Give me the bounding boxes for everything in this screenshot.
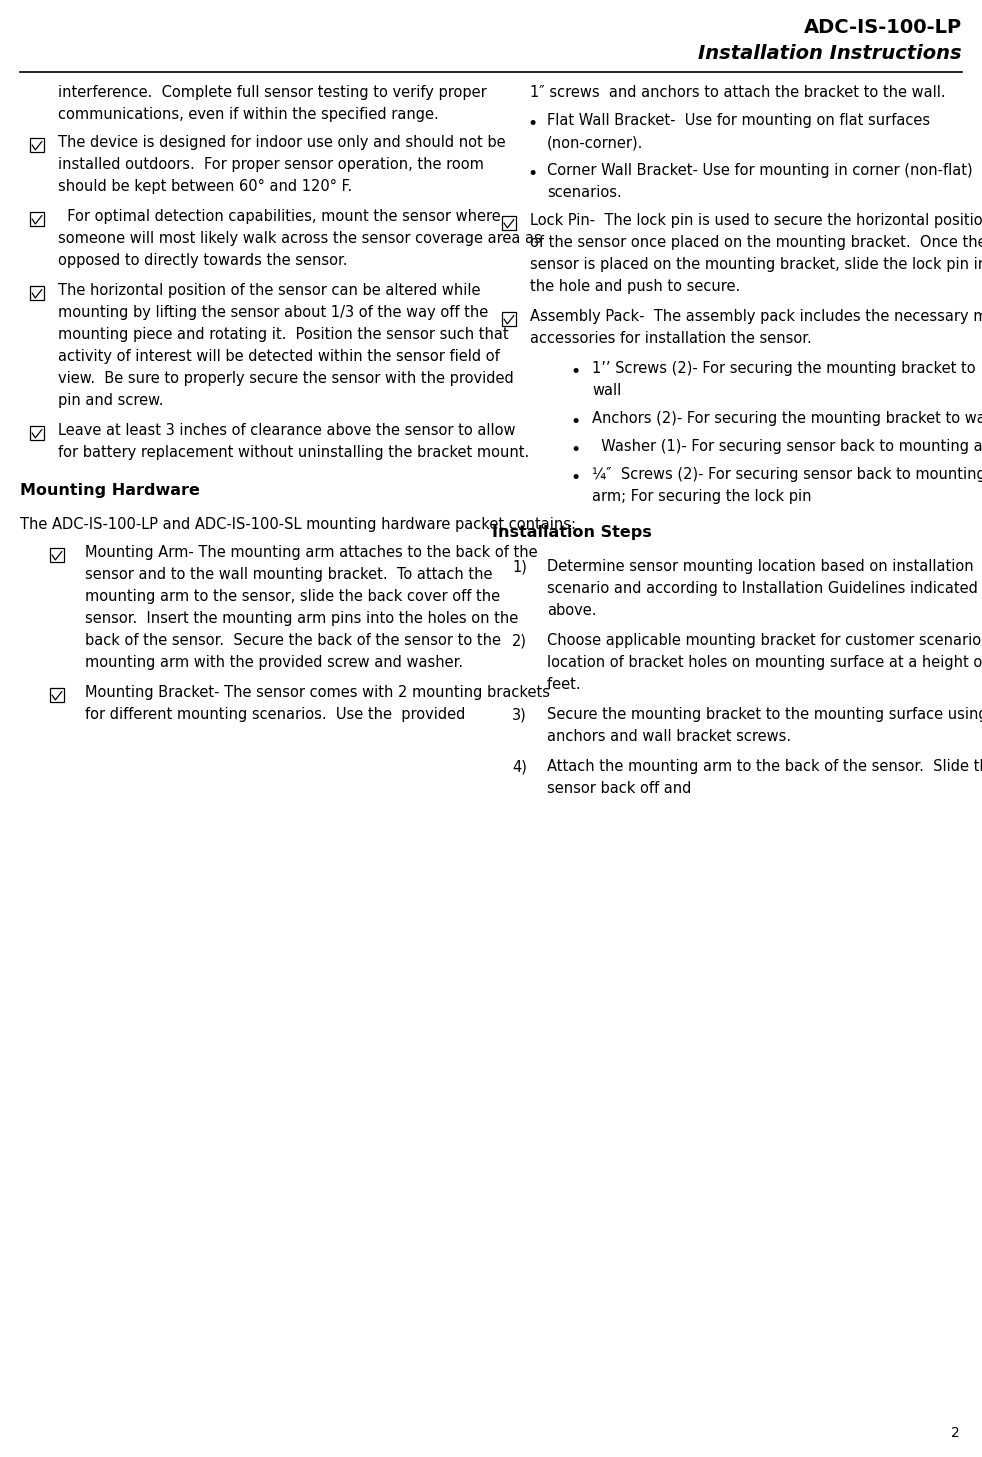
Text: wall: wall <box>592 383 622 398</box>
Text: mounting piece and rotating it.  Position the sensor such that: mounting piece and rotating it. Position… <box>58 326 509 342</box>
Text: 4): 4) <box>512 759 527 774</box>
Text: Mounting Bracket- The sensor comes with 2 mounting brackets: Mounting Bracket- The sensor comes with … <box>85 685 550 699</box>
Text: view.  Be sure to properly secure the sensor with the provided: view. Be sure to properly secure the sen… <box>58 372 514 386</box>
Text: Choose applicable mounting bracket for customer scenario.  Mark: Choose applicable mounting bracket for c… <box>547 632 982 648</box>
Text: someone will most likely walk across the sensor coverage area as: someone will most likely walk across the… <box>58 232 542 246</box>
Text: ¼″  Screws (2)- For securing sensor back to mounting: ¼″ Screws (2)- For securing sensor back … <box>592 468 982 482</box>
Text: sensor is placed on the mounting bracket, slide the lock pin into: sensor is placed on the mounting bracket… <box>530 256 982 272</box>
Text: 1): 1) <box>512 559 527 574</box>
Text: location of bracket holes on mounting surface at a height of 8: location of bracket holes on mounting su… <box>547 656 982 670</box>
Bar <box>30 286 44 300</box>
Text: Mounting Arm- The mounting arm attaches to the back of the: Mounting Arm- The mounting arm attaches … <box>85 545 537 559</box>
Text: Installation Instructions: Installation Instructions <box>698 44 962 63</box>
Text: 1’’ Screws (2)- For securing the mounting bracket to: 1’’ Screws (2)- For securing the mountin… <box>592 361 976 376</box>
Text: •: • <box>570 412 580 431</box>
Text: interference.  Complete full sensor testing to verify proper: interference. Complete full sensor testi… <box>58 85 487 101</box>
Text: the hole and push to secure.: the hole and push to secure. <box>530 278 740 294</box>
Text: pin and screw.: pin and screw. <box>58 393 163 408</box>
Text: •: • <box>527 165 537 184</box>
Text: Mounting Hardware: Mounting Hardware <box>20 484 200 498</box>
Text: anchors and wall bracket screws.: anchors and wall bracket screws. <box>547 728 791 745</box>
Text: Secure the mounting bracket to the mounting surface using the: Secure the mounting bracket to the mount… <box>547 707 982 723</box>
Text: Determine sensor mounting location based on installation: Determine sensor mounting location based… <box>547 559 973 574</box>
Bar <box>50 548 64 562</box>
Text: should be kept between 60° and 120° F.: should be kept between 60° and 120° F. <box>58 179 353 194</box>
Text: The ADC-IS-100-LP and ADC-IS-100-SL mounting hardware packet contains:: The ADC-IS-100-LP and ADC-IS-100-SL moun… <box>20 517 576 532</box>
Text: activity of interest will be detected within the sensor field of: activity of interest will be detected wi… <box>58 350 500 364</box>
Text: 3): 3) <box>512 707 526 723</box>
Text: scenario and according to Installation Guidelines indicated: scenario and according to Installation G… <box>547 581 978 596</box>
Text: •: • <box>570 469 580 487</box>
Text: for battery replacement without uninstalling the bracket mount.: for battery replacement without uninstal… <box>58 444 529 460</box>
Text: arm; For securing the lock pin: arm; For securing the lock pin <box>592 490 811 504</box>
Text: •: • <box>570 363 580 380</box>
Text: mounting arm with the provided screw and washer.: mounting arm with the provided screw and… <box>85 656 477 670</box>
Text: ADC-IS-100-LP: ADC-IS-100-LP <box>804 17 962 36</box>
Text: back of the sensor.  Secure the back of the sensor to the: back of the sensor. Secure the back of t… <box>85 632 501 648</box>
Text: sensor.  Insert the mounting arm pins into the holes on the: sensor. Insert the mounting arm pins int… <box>85 610 518 627</box>
Text: opposed to directly towards the sensor.: opposed to directly towards the sensor. <box>58 254 348 268</box>
Text: 2: 2 <box>952 1426 960 1440</box>
Text: •: • <box>527 115 537 133</box>
Text: feet.: feet. <box>547 678 594 692</box>
Text: •: • <box>570 441 580 459</box>
Text: Flat Wall Bracket-  Use for mounting on flat surfaces: Flat Wall Bracket- Use for mounting on f… <box>547 114 930 128</box>
Text: installed outdoors.  For proper sensor operation, the room: installed outdoors. For proper sensor op… <box>58 157 484 172</box>
Text: Corner Wall Bracket- Use for mounting in corner (non-flat): Corner Wall Bracket- Use for mounting in… <box>547 163 972 178</box>
Text: above.: above. <box>547 603 596 618</box>
Text: sensor back off and: sensor back off and <box>547 781 691 796</box>
Text: For optimal detection capabilities, mount the sensor where: For optimal detection capabilities, moun… <box>58 208 501 224</box>
Bar <box>502 216 516 230</box>
Text: Assembly Pack-  The assembly pack includes the necessary mounting: Assembly Pack- The assembly pack include… <box>530 309 982 323</box>
Bar <box>30 213 44 226</box>
Text: (non-corner).: (non-corner). <box>547 136 643 150</box>
Text: Washer (1)- For securing sensor back to mounting arm: Washer (1)- For securing sensor back to … <box>592 439 982 455</box>
Text: The horizontal position of the sensor can be altered while: The horizontal position of the sensor ca… <box>58 283 480 299</box>
Text: Leave at least 3 inches of clearance above the sensor to allow: Leave at least 3 inches of clearance abo… <box>58 423 516 439</box>
Text: Anchors (2)- For securing the mounting bracket to wall: Anchors (2)- For securing the mounting b… <box>592 411 982 425</box>
Text: sensor and to the wall mounting bracket.  To attach the: sensor and to the wall mounting bracket.… <box>85 567 493 581</box>
Text: communications, even if within the specified range.: communications, even if within the speci… <box>58 106 439 122</box>
Text: scenarios.: scenarios. <box>547 185 622 200</box>
Text: accessories for installation the sensor.: accessories for installation the sensor. <box>530 331 812 345</box>
Bar <box>502 312 516 326</box>
Text: 2): 2) <box>512 632 527 648</box>
Text: Attach the mounting arm to the back of the sensor.  Slide the: Attach the mounting arm to the back of t… <box>547 759 982 774</box>
Bar <box>30 425 44 440</box>
Text: The device is designed for indoor use only and should not be: The device is designed for indoor use on… <box>58 136 506 150</box>
Text: for different mounting scenarios.  Use the  provided: for different mounting scenarios. Use th… <box>85 707 465 723</box>
Text: 1″ screws  and anchors to attach the bracket to the wall.: 1″ screws and anchors to attach the brac… <box>530 85 946 101</box>
Text: mounting arm to the sensor, slide the back cover off the: mounting arm to the sensor, slide the ba… <box>85 589 500 605</box>
Text: of the sensor once placed on the mounting bracket.  Once the: of the sensor once placed on the mountin… <box>530 235 982 251</box>
Bar <box>50 688 64 702</box>
Bar <box>30 138 44 152</box>
Text: Lock Pin-  The lock pin is used to secure the horizontal position: Lock Pin- The lock pin is used to secure… <box>530 213 982 227</box>
Text: Installation Steps: Installation Steps <box>492 525 652 541</box>
Text: mounting by lifting the sensor about 1/3 of the way off the: mounting by lifting the sensor about 1/3… <box>58 305 488 321</box>
